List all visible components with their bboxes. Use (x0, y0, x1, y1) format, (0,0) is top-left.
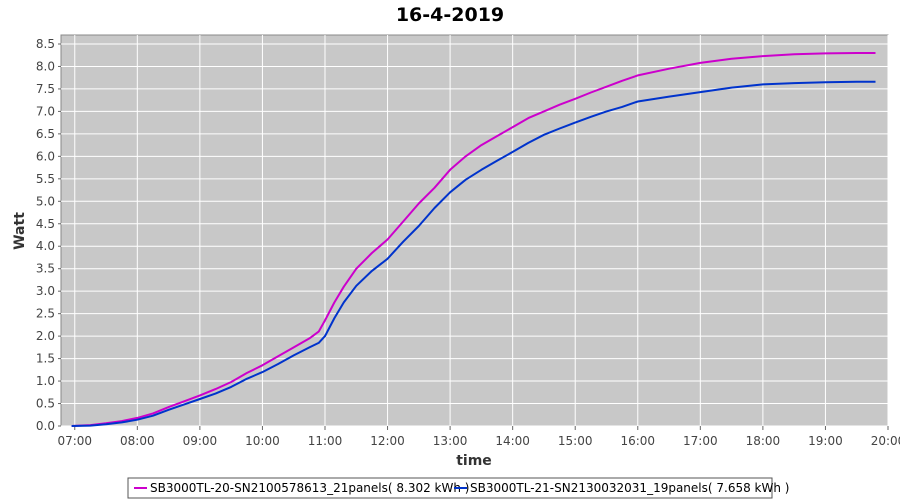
y-tick-label: 5.0 (36, 194, 55, 208)
y-tick-label: 1.5 (36, 352, 55, 366)
y-tick-label: 4.5 (36, 217, 55, 231)
x-axis-label: time (456, 453, 492, 469)
y-tick-label: 3.5 (36, 262, 55, 276)
legend-box (127, 477, 773, 499)
chart-title: 16-4-2019 (396, 4, 504, 26)
y-tick-label: 0.0 (36, 419, 55, 433)
y-tick-label: 3.0 (36, 284, 55, 298)
legend: SB3000TL-20-SN2100578613_21panels( 8.302… (127, 477, 789, 499)
y-tick-label: 1.0 (36, 374, 55, 388)
y-tick-label: 2.0 (36, 329, 55, 343)
y-axis: 0.0 0.5 1.0 1.5 2.0 2.5 3.0 3.5 4.0 4.5 5.0 5.5 6.0 6… (36, 37, 61, 433)
x-tick-label: 19:00 (808, 434, 843, 448)
y-tick-label: 8.0 (36, 59, 55, 73)
y-tick-label: 6.0 (36, 149, 55, 163)
x-tick-label: 15:00 (558, 434, 593, 448)
x-tick-label: 13:00 (433, 434, 468, 448)
series-line-2 (71, 80, 876, 427)
x-tick-label: 20:00 (871, 434, 900, 448)
y-tick-label: 8.5 (36, 37, 55, 51)
x-tick-label: 10:00 (245, 434, 280, 448)
y-tick-label: 4.0 (36, 239, 55, 253)
y-tick-label: 0.5 (36, 397, 55, 411)
y-tick-label: 2.5 (36, 307, 55, 321)
x-axis: 07:00 08:00 09:00 10:00 11:00 12:00 13:00 14:00… (57, 426, 900, 448)
legend-label-2: SB3000TL-21-SN2130032031_19panels( 7.658… (470, 481, 789, 495)
y-tick-label: 7.5 (36, 82, 55, 96)
gridlines (61, 35, 889, 427)
x-tick-label: 17:00 (683, 434, 718, 448)
x-tick-label: 09:00 (183, 434, 218, 448)
x-tick-label: 18:00 (746, 434, 781, 448)
series-layer (71, 52, 876, 427)
series-line-1 (71, 52, 876, 427)
x-tick-label: 16:00 (620, 434, 655, 448)
y-tick-label: 5.5 (36, 172, 55, 186)
x-tick-label: 08:00 (120, 434, 155, 448)
legend-label-1: SB3000TL-20-SN2100578613_21panels( 8.302… (150, 481, 469, 495)
y-tick-label: 7.0 (36, 104, 55, 118)
plot-area (60, 34, 889, 427)
x-tick-label: 11:00 (308, 434, 343, 448)
y-tick-label: 6.5 (36, 127, 55, 141)
x-tick-label: 14:00 (495, 434, 530, 448)
y-axis-label: Watt (12, 212, 28, 250)
x-tick-label: 12:00 (370, 434, 405, 448)
x-tick-label: 07:00 (57, 434, 92, 448)
